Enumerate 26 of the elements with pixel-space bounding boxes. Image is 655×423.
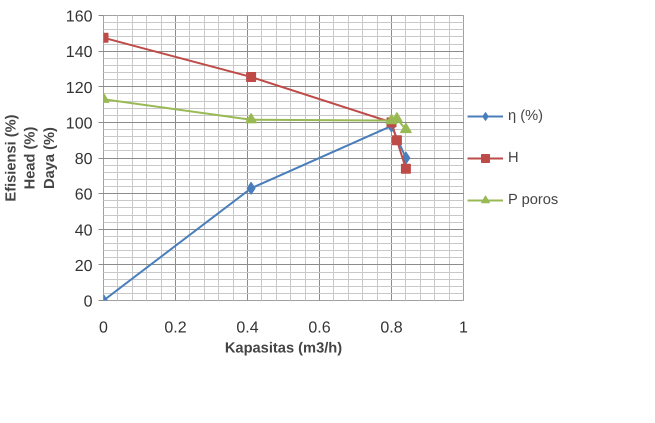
point [246,182,256,195]
x-tick-label: 0.2 [164,320,187,336]
point [246,72,256,82]
x-axis-title: Kapasitas (m3/h) [224,340,342,356]
point [245,112,258,124]
y-tick-label: 40 [74,222,93,240]
y-tick-label: 60 [74,186,93,204]
point [392,135,402,146]
y-tick-label: 20 [74,258,93,275]
point [400,164,411,174]
y-tick-label: 160 [66,8,93,26]
x-tick-label: 0 [99,320,108,336]
legend-label: η (%) [508,108,544,124]
legend-label: P poros [508,192,560,208]
y-axis-title: Efisiensi (%) Head (%) Daya (%) [3,114,58,202]
y-tick-label: 100 [66,115,93,132]
y-tick-label: 120 [66,80,93,97]
x-tick-label: 0.8 [380,320,403,336]
x-tick-label: 1 [459,320,468,336]
y-tick-label: 0 [84,294,93,310]
y-tick-label: 140 [66,44,93,62]
x-tick-label: 0.4 [236,320,259,336]
x-tick-label: 0.6 [308,320,331,336]
legend-label: H [508,150,520,166]
point [400,122,412,134]
y-tick-label: 80 [74,151,93,168]
